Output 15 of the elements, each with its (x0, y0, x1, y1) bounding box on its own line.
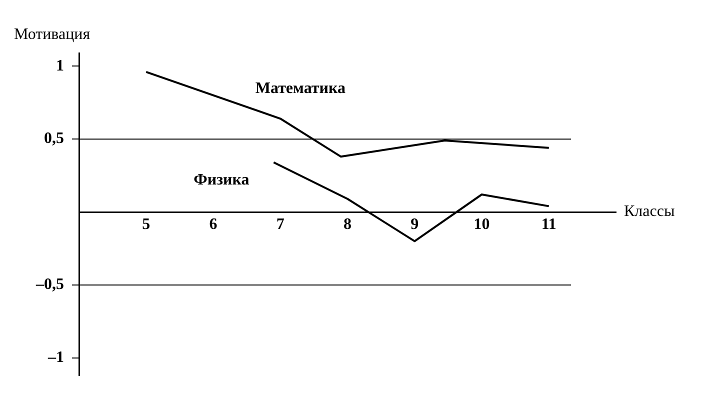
y-tick-label: –0,5 (35, 276, 64, 294)
x-tick-label: 7 (276, 216, 284, 233)
series-label: Математика (255, 80, 346, 97)
y-tick-label: 0,5 (44, 130, 64, 148)
x-tick-label: 9 (410, 216, 419, 233)
x-tick-label: 6 (209, 216, 218, 233)
series-label: Физика (194, 172, 250, 189)
y-axis-title: Мотивация (14, 26, 91, 44)
x-tick-label: 5 (142, 216, 150, 233)
y-tick-label: 1 (56, 57, 64, 74)
y-tick-label: –1 (47, 349, 64, 366)
x-tick-label: 11 (541, 216, 556, 233)
x-tick-label: 8 (344, 216, 352, 233)
x-axis-title: Классы (624, 203, 675, 220)
x-tick-label: 10 (474, 216, 490, 233)
